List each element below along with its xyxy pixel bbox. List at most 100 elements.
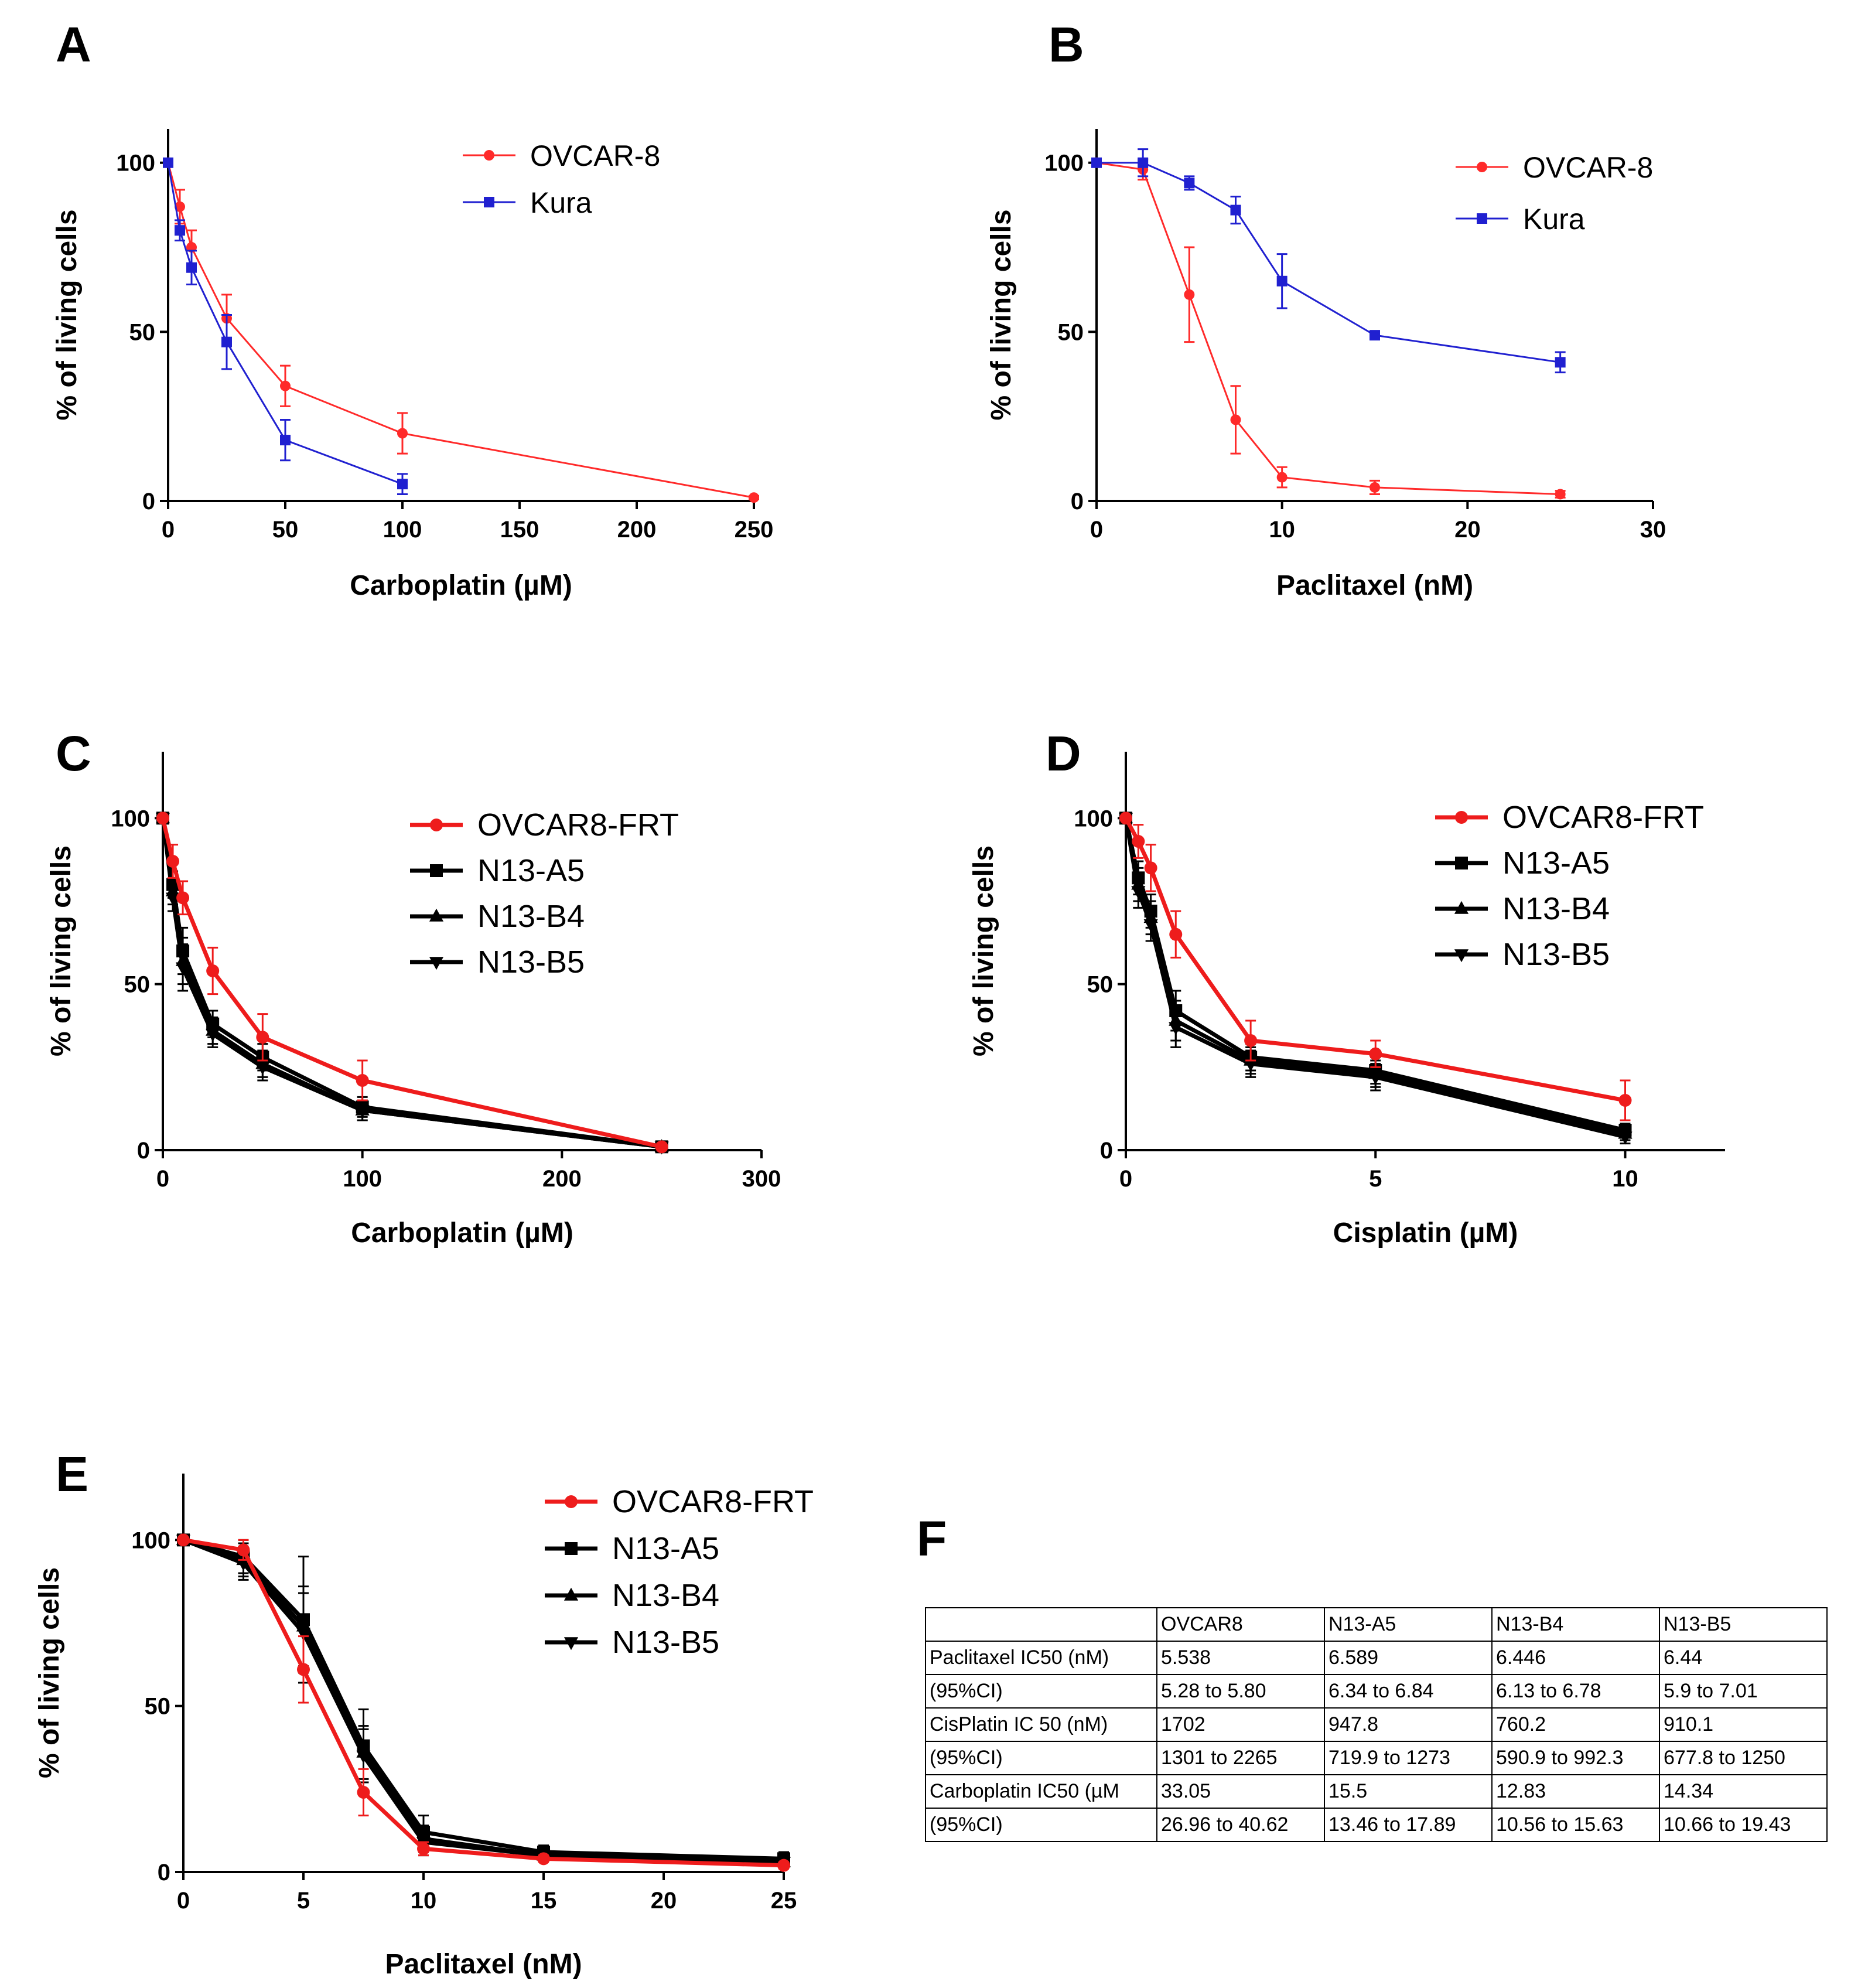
data-point — [255, 1062, 270, 1075]
y-tick-label: 50 — [1058, 319, 1084, 345]
table-header-row: OVCAR8 N13-A5 N13-B4 N13-B5 — [925, 1607, 1828, 1642]
legend-item: OVCAR8-FRT — [545, 1484, 814, 1519]
table-cell: 910.1 — [1659, 1707, 1828, 1742]
table-cell: (95%CI) — [925, 1674, 1157, 1709]
data-point — [355, 1105, 370, 1119]
legend-item: N13-A5 — [410, 853, 585, 888]
data-point — [1244, 1034, 1258, 1047]
table-cell: 590.9 to 992.3 — [1491, 1741, 1660, 1775]
data-point — [1276, 275, 1287, 287]
x-axis-title: Paclitaxel (nM) — [1276, 570, 1473, 601]
data-point — [1555, 489, 1566, 500]
legend-item: N13-A5 — [1435, 845, 1610, 881]
table-cell: 5.538 — [1156, 1641, 1325, 1675]
data-point — [206, 964, 220, 977]
data-point — [297, 1663, 310, 1676]
data-point — [777, 1859, 790, 1872]
data-point — [1091, 157, 1102, 168]
table-cell: 12.83 — [1491, 1774, 1660, 1809]
legend-label: OVCAR8-FRT — [1502, 800, 1704, 835]
panel-letter: C — [56, 726, 91, 781]
panel-a: A 0 50 100 150 200 250 0 50 100 Carboplatin (µM) % … — [52, 17, 773, 601]
y-tick-label: 0 — [158, 1860, 170, 1885]
data-point — [1618, 1131, 1633, 1145]
legend-marker — [1454, 949, 1469, 963]
x-tick-label: 200 — [617, 517, 657, 543]
y-tick-label: 100 — [116, 151, 155, 176]
data-point — [296, 1628, 311, 1641]
y-tick-label: 0 — [1100, 1138, 1113, 1164]
legend-item: OVCAR8-FRT — [410, 807, 679, 843]
y-tick-label: 50 — [124, 972, 151, 998]
table-cell: 5.9 to 7.01 — [1659, 1674, 1828, 1709]
x-tick-label: 10 — [1269, 517, 1295, 543]
data-point — [280, 435, 291, 446]
x-tick-label: 0 — [1119, 1166, 1132, 1192]
table-cell: (95%CI) — [925, 1808, 1157, 1842]
data-point — [256, 1031, 269, 1044]
series-line — [160, 817, 662, 1149]
table-row: (95%CI) 1301 to 2265 719.9 to 1273 590.9 to… — [925, 1741, 1828, 1775]
table-cell: 10.66 to 19.43 — [1659, 1808, 1828, 1842]
data-point — [206, 1028, 220, 1042]
table-cell: N13-A5 — [1324, 1607, 1493, 1642]
data-point — [186, 262, 197, 273]
y-tick-label: 100 — [1044, 151, 1084, 176]
table-cell: N13-B4 — [1491, 1607, 1660, 1642]
data-point — [1184, 289, 1195, 300]
legend-item: Kura — [463, 186, 592, 219]
x-tick-label: 100 — [343, 1166, 382, 1192]
table-cell: 6.13 to 6.78 — [1491, 1674, 1660, 1709]
table-cell — [925, 1607, 1157, 1642]
x-tick-label: 0 — [1090, 517, 1103, 543]
legend-item: N13-B5 — [1435, 937, 1610, 972]
legend-marker — [429, 908, 444, 922]
x-tick-label: 0 — [177, 1888, 190, 1914]
table-cell: 33.05 — [1156, 1774, 1325, 1809]
panel-letter: F — [917, 1511, 947, 1566]
y-tick-label: 0 — [1071, 489, 1084, 514]
x-axis-title: Paclitaxel (nM) — [385, 1949, 582, 1980]
table-row: (95%CI) 5.28 to 5.80 6.34 to 6.84 6.13 to 6… — [925, 1674, 1828, 1709]
legend-label: N13-A5 — [1502, 845, 1610, 881]
legend-label: N13-B4 — [1502, 891, 1610, 926]
table-cell: 1301 to 2265 — [1156, 1741, 1325, 1775]
legend-marker — [1455, 857, 1468, 869]
series-kura — [163, 157, 408, 495]
table-cell: 13.46 to 17.89 — [1324, 1808, 1493, 1842]
legend-label: N13-B5 — [612, 1625, 719, 1660]
series-line — [1096, 162, 1560, 495]
table-cell: N13-B5 — [1659, 1607, 1828, 1642]
data-point — [417, 1842, 430, 1856]
x-tick-label: 100 — [383, 517, 422, 543]
x-axis-title: Carboplatin (µM) — [351, 1218, 573, 1249]
table-cell: 26.96 to 40.62 — [1156, 1808, 1325, 1842]
series-n13-a5 — [156, 811, 668, 1154]
legend-item: N13-B4 — [410, 899, 585, 934]
table-cell: 6.34 to 6.84 — [1324, 1674, 1493, 1709]
legend-label: OVCAR8-FRT — [612, 1484, 814, 1519]
series-line — [167, 162, 403, 485]
data-point — [1230, 204, 1241, 216]
series-line — [160, 817, 662, 1149]
y-tick-label: 50 — [1087, 972, 1114, 998]
data-point — [165, 892, 180, 906]
table-cell: 1702 — [1156, 1707, 1325, 1742]
legend-label: OVCAR-8 — [1523, 151, 1653, 184]
data-point — [356, 1750, 371, 1764]
legend-marker — [565, 1495, 578, 1508]
data-point — [1369, 1047, 1382, 1061]
y-tick-label: 50 — [129, 319, 156, 345]
table-cell: CisPlatin IC 50 (nM) — [925, 1707, 1157, 1742]
data-point — [175, 201, 185, 212]
legend-label: Kura — [1523, 203, 1585, 236]
y-axis-title: % of living cells — [968, 845, 999, 1056]
series-ovcar-8 — [163, 157, 759, 503]
legend-label: N13-B4 — [612, 1578, 719, 1613]
data-point — [1143, 919, 1158, 932]
panel-letter: A — [56, 17, 91, 72]
legend-label: N13-A5 — [612, 1531, 719, 1566]
x-tick-label: 30 — [1640, 517, 1666, 543]
data-point — [1230, 414, 1241, 425]
